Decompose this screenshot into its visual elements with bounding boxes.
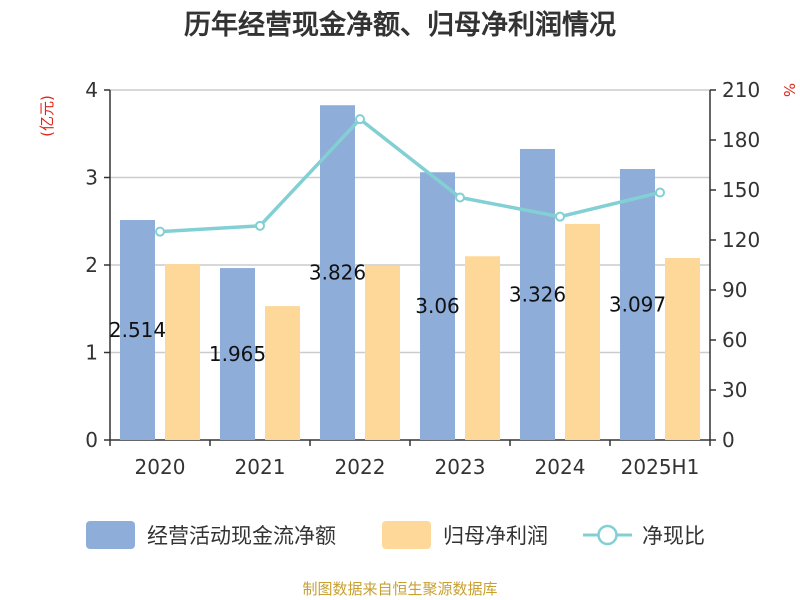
right-axis-unit: % (780, 83, 798, 97)
axes: 0 1 2 3 4 0 30 60 90 120 150 180 210 (亿元)% 2020 2021 202… (38, 78, 798, 479)
x-tick-label: 2021 (235, 455, 286, 479)
right-tick-label: 90 (722, 278, 747, 302)
left-tick-label: 1 (85, 341, 98, 365)
bar-data-label: 3.326 (509, 282, 566, 306)
ratio-point[interactable] (555, 211, 565, 222)
legend-netprofit-label: 归母净利润 (443, 524, 548, 548)
right-tick-label: 210 (722, 78, 760, 102)
right-tick-label: 30 (722, 378, 747, 402)
ratio-point[interactable] (655, 187, 665, 198)
legend-ratio-label: 净现比 (642, 524, 705, 548)
ratio-point[interactable] (355, 114, 365, 125)
legend-cashflow[interactable]: 经营活动现金流净额 (86, 521, 336, 549)
left-tick-label: 4 (85, 78, 98, 102)
bar-cashflow[interactable] (520, 148, 555, 440)
bar-netprofit[interactable] (565, 223, 600, 440)
bar-data-label: 1.965 (209, 342, 266, 366)
data-labels: 2.514 1.965 3.826 3.06 3.326 3.097 (109, 261, 666, 366)
right-tick-label: 60 (722, 328, 747, 352)
bar-data-label: 2.514 (109, 318, 166, 342)
bar-cashflow[interactable] (320, 105, 355, 440)
bar-data-label: 3.826 (309, 261, 366, 285)
bars (120, 105, 700, 440)
x-tick-label: 2022 (335, 455, 386, 479)
ratio-point[interactable] (155, 226, 165, 237)
chart-title: 历年经营现金净额、归母净利润情况 (184, 9, 616, 41)
bar-cashflow[interactable] (120, 220, 155, 440)
ratio-point[interactable] (455, 192, 465, 203)
left-tick-label: 3 (85, 166, 98, 190)
right-tick-label: 120 (722, 228, 760, 252)
right-tick-label: 150 (722, 178, 760, 202)
grid (110, 89, 710, 354)
legend-netprofit-swatch (382, 521, 431, 549)
x-tick-label: 2024 (535, 455, 586, 479)
bar-cashflow[interactable] (220, 268, 255, 440)
bar-netprofit[interactable] (465, 256, 500, 440)
legend-netprofit[interactable]: 归母净利润 (382, 521, 548, 549)
x-tick-label: 2020 (135, 455, 186, 479)
bar-data-label: 3.097 (609, 293, 666, 317)
ratio-point[interactable] (255, 220, 265, 231)
left-tick-label: 2 (85, 253, 98, 277)
bar-netprofit[interactable] (265, 306, 300, 440)
bar-netprofit[interactable] (165, 264, 200, 440)
legend-cashflow-label: 经营活动现金流净额 (147, 524, 336, 548)
right-tick-label: 180 (722, 128, 760, 152)
bar-cashflow[interactable] (420, 172, 455, 440)
legend-ratio-swatch-marker (597, 524, 618, 546)
left-tick-label: 0 (85, 428, 98, 452)
ratio-line-path (159, 116, 661, 234)
x-tick-label: 2025H1 (621, 455, 700, 479)
bar-cashflow[interactable] (620, 169, 655, 440)
legend-ratio[interactable]: 净现比 (583, 524, 705, 548)
legend-cashflow-swatch (86, 521, 135, 549)
bar-netprofit[interactable] (365, 265, 400, 440)
bar-netprofit[interactable] (665, 258, 700, 440)
ratio-line (155, 114, 665, 237)
legend[interactable]: 经营活动现金流净额 归母净利润 净现比 (86, 521, 705, 549)
left-axis-unit: (亿元) (38, 95, 56, 137)
bar-data-label: 3.06 (415, 294, 460, 318)
source-note: 制图数据来自恒生聚源数据库 (302, 580, 497, 598)
x-tick-label: 2023 (435, 455, 486, 479)
right-tick-label: 0 (722, 428, 735, 452)
